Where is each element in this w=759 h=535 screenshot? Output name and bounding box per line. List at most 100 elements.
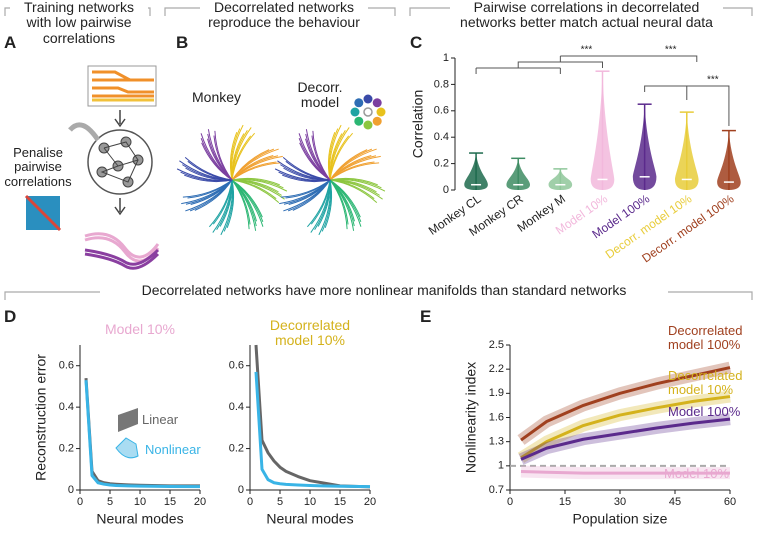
trajectory	[329, 162, 380, 181]
line	[520, 395, 731, 460]
y-tick-label: 1.9	[489, 387, 504, 399]
trajectory	[231, 162, 282, 181]
arrows	[114, 110, 126, 216]
trajectory	[329, 179, 348, 230]
target-dot	[372, 116, 382, 126]
line	[254, 344, 371, 489]
trajectory	[329, 179, 378, 203]
y-tick-label: 0.4	[59, 401, 74, 413]
x-tick-label: 0	[507, 496, 513, 508]
significance-bracket	[560, 55, 698, 62]
line	[520, 469, 730, 475]
target-dot	[376, 107, 386, 117]
y-axis-label: Reconstruction error	[33, 354, 49, 481]
trajectory	[207, 129, 233, 181]
x-tick-label: 15	[559, 496, 571, 508]
bracket	[164, 7, 396, 16]
trajectory	[280, 179, 331, 198]
trajectory	[329, 132, 353, 181]
x-tick-label: 30	[614, 496, 626, 508]
trajectory	[184, 157, 233, 181]
line	[84, 378, 200, 488]
curved-arrow	[68, 122, 101, 142]
heatmap-diagonal	[24, 194, 62, 232]
bracket	[409, 7, 753, 16]
trajectory	[214, 130, 233, 181]
trajectory	[209, 179, 233, 228]
y-axis-label: Nonlinearity index	[463, 362, 479, 473]
trajectory	[305, 129, 331, 181]
y-tick-label: 0.4	[434, 131, 449, 143]
target-dot	[372, 98, 382, 108]
y-tick-label: 0.2	[229, 442, 244, 454]
panel-b-art	[176, 94, 386, 236]
y-tick-label: 0	[68, 484, 74, 496]
x-tick-label: 15	[164, 496, 176, 508]
trajectory	[231, 155, 283, 181]
y-tick-label: 0.7	[489, 484, 504, 496]
y-tick-label: 0.2	[434, 158, 449, 170]
trajectory	[231, 132, 255, 181]
y-tick-label: 0.6	[59, 360, 74, 372]
trajectory	[231, 179, 250, 230]
target-dot	[354, 116, 364, 126]
x-axis-label: Neural modes	[266, 511, 353, 527]
bracket	[4, 291, 753, 300]
trajectory	[279, 179, 331, 205]
y-tick-label: 0.4	[229, 401, 244, 413]
y-tick-label: 1	[498, 460, 504, 472]
trajectory	[329, 179, 355, 231]
legend-icon	[115, 437, 139, 459]
x-axis-label: Neural modes	[96, 511, 183, 527]
trajectory	[329, 155, 381, 181]
y-tick-label: 2.5	[489, 339, 504, 351]
y-tick-label: 0	[443, 184, 449, 196]
line	[254, 371, 371, 489]
trajectory	[231, 179, 257, 231]
trajectory	[182, 179, 233, 198]
target-dot	[350, 107, 360, 117]
bracket	[4, 7, 151, 16]
legend-icon	[118, 408, 138, 432]
trajectory	[181, 179, 233, 205]
line	[520, 417, 731, 461]
target-dot	[354, 98, 364, 108]
line	[84, 380, 201, 489]
activity-lines	[92, 70, 154, 98]
y-tick-label: 1	[443, 52, 449, 64]
panel-a-art	[24, 65, 160, 270]
y-tick-label: 0	[238, 484, 244, 496]
trajectory	[307, 179, 331, 228]
x-tick-label: 60	[724, 496, 736, 508]
x-tick-label: 20	[364, 496, 376, 508]
y-tick-label: 2.2	[489, 363, 504, 375]
trajectory	[312, 130, 331, 181]
x-tick-label: 0	[77, 496, 83, 508]
trajectory	[231, 179, 280, 203]
significance-bracket	[475, 56, 603, 74]
line	[520, 366, 731, 442]
x-tick-label: 20	[194, 496, 206, 508]
y-tick-label: 0.6	[229, 360, 244, 372]
target-center	[363, 107, 373, 117]
x-tick-label: 0	[247, 496, 253, 508]
significance-bracket	[644, 85, 730, 126]
significance-label: ***	[707, 75, 719, 86]
y-axis-label: Correlation	[410, 90, 426, 158]
significance-label: ***	[581, 45, 593, 56]
y-tick-label: 1.3	[489, 436, 504, 448]
y-tick-label: 0.2	[59, 442, 74, 454]
x-tick-label: 5	[277, 496, 283, 508]
target-dot	[363, 120, 373, 130]
y-tick-label: 1.6	[489, 411, 504, 423]
trajectory	[282, 157, 331, 181]
target-dot	[363, 94, 373, 104]
x-tick-label: 15	[334, 496, 346, 508]
x-tick-label: 10	[304, 496, 316, 508]
x-tick-label: 5	[107, 496, 113, 508]
significance-label: ***	[665, 45, 677, 56]
y-tick-label: 0.6	[434, 105, 449, 117]
x-tick-label: 10	[134, 496, 146, 508]
